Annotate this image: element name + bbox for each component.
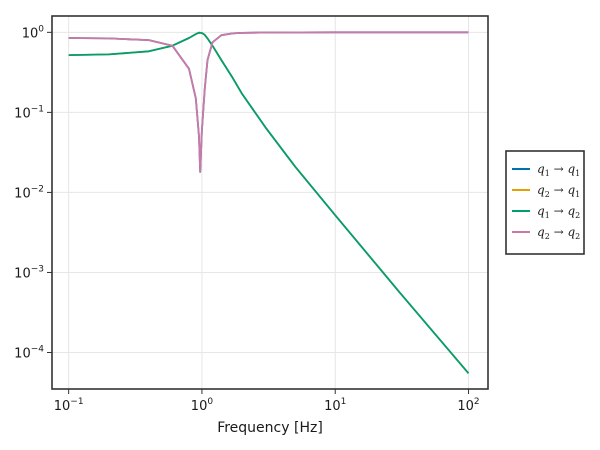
y-tick-label: 10−4 — [14, 345, 44, 362]
y-tick-label-base: 10 — [14, 266, 31, 281]
legend-entry: q1 → q2 — [537, 204, 580, 220]
x-tick-label-base: 10 — [191, 399, 208, 414]
legend-text-part: q — [537, 204, 545, 218]
x-tick-label: 102 — [457, 397, 479, 414]
legend-text-part: q — [537, 183, 545, 197]
legend-text-part: 2 — [545, 190, 550, 199]
x-tick-label-exponent: 2 — [474, 397, 480, 407]
y-tick-label: 10−1 — [14, 104, 44, 121]
y-tick-label-exponent: −3 — [31, 264, 44, 274]
y-tick-label: 10−3 — [14, 264, 44, 281]
legend-text-part: q — [567, 183, 575, 197]
x-tick-label: 10−1 — [54, 397, 84, 414]
series-line-q2-q2 — [68, 31, 469, 173]
y-tick-label-base: 10 — [14, 347, 31, 362]
x-tick-label: 100 — [191, 397, 214, 414]
x-tick-label-base: 10 — [54, 399, 71, 414]
y-tick-label: 100 — [22, 24, 45, 41]
x-tick-label-exponent: −1 — [70, 397, 83, 407]
legend-text-part: 1 — [545, 211, 550, 220]
y-tick-label-base: 10 — [22, 26, 39, 41]
legend-text-part: 1 — [545, 169, 550, 178]
y-tick-label-exponent: −2 — [31, 184, 44, 194]
y-tick-label-exponent: −4 — [31, 345, 45, 355]
legend-text-part: → — [550, 225, 568, 239]
legend-entry: q2 → q2 — [537, 225, 580, 241]
legend-text-part: 2 — [575, 211, 580, 220]
x-tick-label-exponent: 0 — [207, 397, 213, 407]
legend-entry: q1 → q1 — [537, 162, 580, 178]
y-tick-label-base: 10 — [14, 186, 31, 201]
legend-text-part: 2 — [545, 232, 550, 241]
legend-text-part: 1 — [575, 169, 580, 178]
legend-text-part: → — [550, 204, 568, 218]
x-axis-ticks: 10−1 100 101 102 — [54, 389, 480, 414]
grid-lines — [52, 16, 488, 389]
legend-text-part: q — [567, 225, 575, 239]
y-tick-label-base: 10 — [14, 106, 31, 121]
x-tick-label-exponent: 1 — [341, 397, 347, 407]
x-axis-title: Frequency [Hz] — [217, 420, 323, 436]
x-tick-label: 101 — [324, 397, 346, 414]
x-tick-label-base: 10 — [324, 399, 341, 414]
legend-text-part: q — [537, 225, 545, 239]
y-tick-label-exponent: −1 — [31, 104, 44, 114]
y-tick-label: 10−2 — [14, 184, 44, 201]
x-tick-label-base: 10 — [457, 399, 474, 414]
legend-text-part: q — [567, 162, 575, 176]
legend-text-part: 2 — [575, 232, 580, 241]
legend-text-part: q — [567, 204, 575, 218]
legend-text-part: → — [550, 183, 568, 197]
legend-text-part: → — [550, 162, 568, 176]
legend-text-part: 1 — [575, 190, 580, 199]
plot-frame — [51, 15, 489, 390]
legend-entry: q2 → q1 — [537, 183, 580, 199]
y-tick-label-exponent: 0 — [38, 24, 44, 34]
series-lines — [68, 31, 470, 374]
legend-text-part: q — [537, 162, 545, 176]
